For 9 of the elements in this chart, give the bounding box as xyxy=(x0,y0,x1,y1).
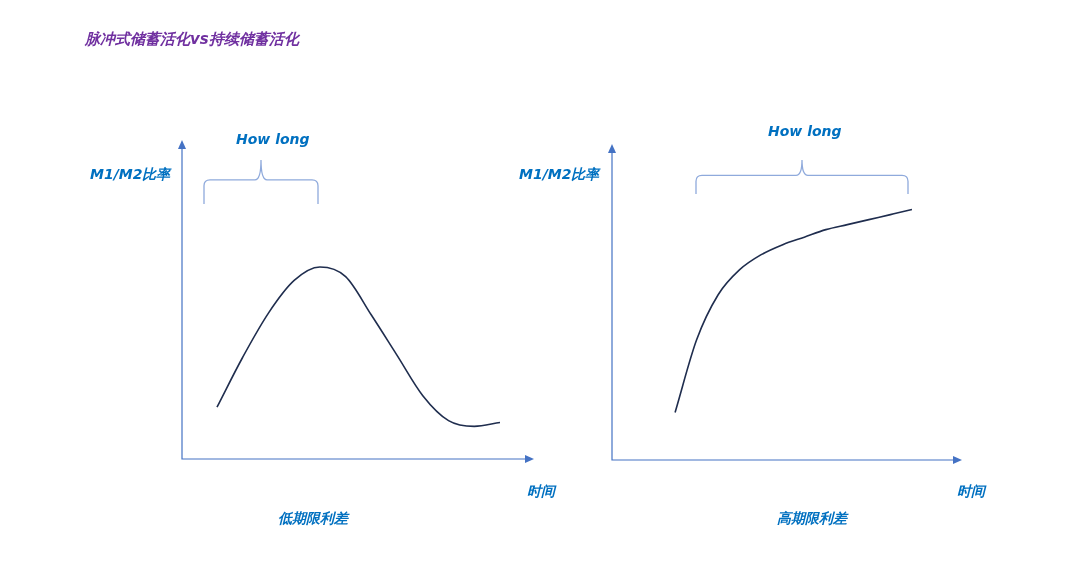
text: How long xyxy=(236,130,310,148)
x-axis-title: 时间 xyxy=(527,482,555,500)
text: 高期限利差 xyxy=(777,509,847,527)
y-axis-title: M1/M2比率 xyxy=(519,165,600,183)
text: How long xyxy=(768,122,842,140)
y-axis-title: M1/M2比率 xyxy=(90,165,171,183)
x-axis-title: 时间 xyxy=(957,482,985,500)
chart-title: 脉冲式储蓄活化vs持续储蓄活化 xyxy=(85,30,299,48)
text: 低期限利差 xyxy=(278,509,348,527)
